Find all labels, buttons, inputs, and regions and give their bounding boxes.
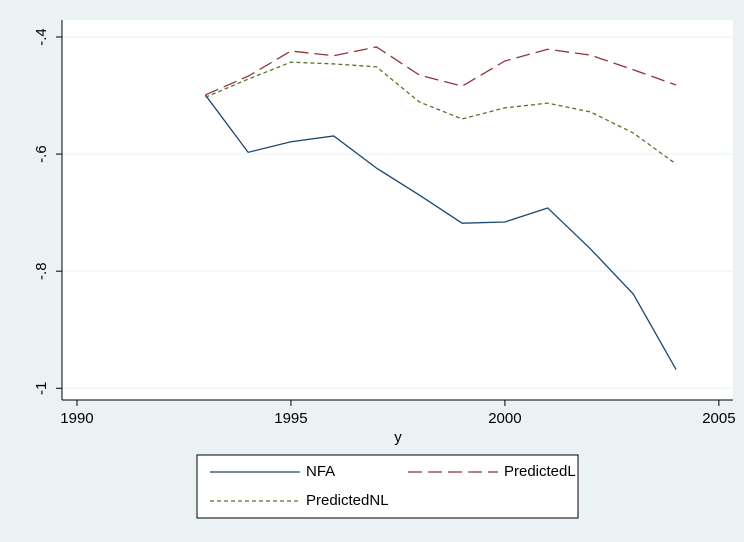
y-tick-label: -.4 <box>33 28 50 46</box>
legend <box>196 454 579 519</box>
series-line <box>205 61 677 165</box>
series-line <box>204 94 677 370</box>
x-axis-label: y <box>394 429 402 446</box>
y-tick-label: -.6 <box>33 145 50 163</box>
y-tick-label: -1 <box>33 382 50 395</box>
legend-label: NFA <box>306 463 335 480</box>
x-tick-label: 2000 <box>488 410 521 427</box>
x-tick-label: 1990 <box>60 410 93 427</box>
y-tick-label: -.8 <box>33 262 50 280</box>
x-tick-label: 2005 <box>702 410 735 427</box>
plot-area <box>62 20 733 400</box>
legend-label: PredictedNL <box>306 492 389 509</box>
x-tick-label: 1995 <box>274 410 307 427</box>
legend-label: PredictedL <box>504 463 576 480</box>
series-line <box>205 46 677 96</box>
